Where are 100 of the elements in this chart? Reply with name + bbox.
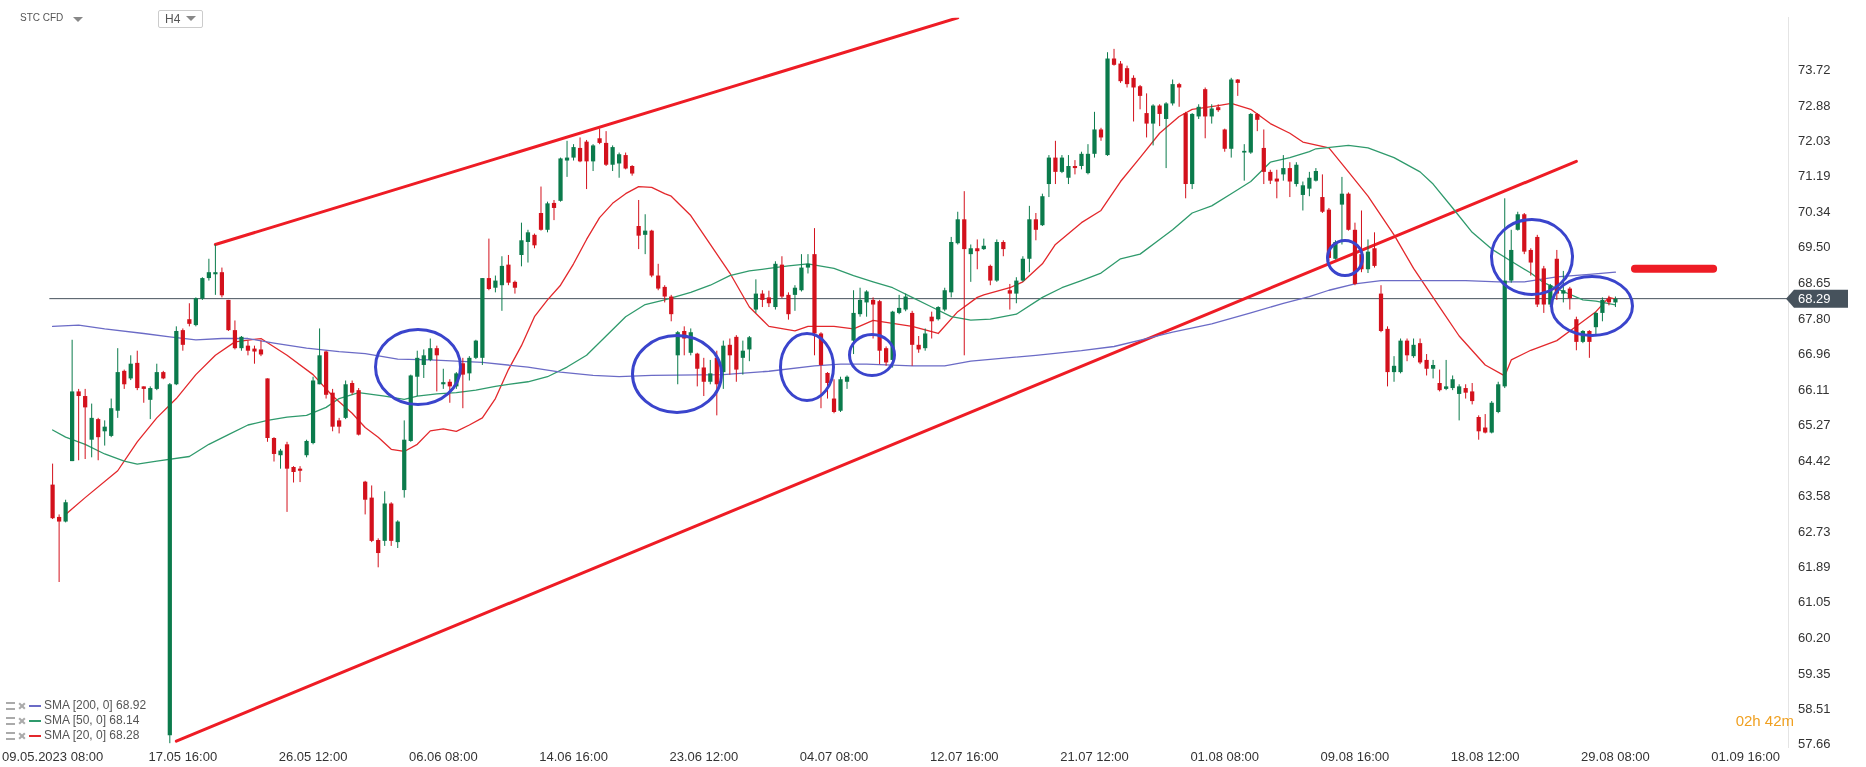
- annotation: STC CFD: [20, 12, 64, 23]
- candlestick: [1457, 383, 1462, 421]
- y-tick-label: 62.73: [1798, 523, 1831, 539]
- candlestick: [610, 144, 615, 172]
- x-tick-label: 26.05 12:00: [278, 748, 348, 764]
- candlestick: [486, 238, 492, 291]
- candlestick: [955, 211, 960, 245]
- candlestick: [206, 258, 211, 282]
- candlestick: [1600, 296, 1605, 322]
- y-tick-label: 64.42: [1798, 452, 1831, 468]
- legend-label: SMA [20, 0] 68.28: [44, 728, 140, 743]
- candlestick: [975, 238, 980, 270]
- candlestick: [577, 136, 583, 163]
- x-tick-label: 23.06 12:00: [669, 748, 739, 764]
- y-tick-label: 66.11: [1798, 381, 1830, 397]
- candlestick: [415, 350, 420, 397]
- candlestick: [519, 222, 524, 267]
- y-tick-label: 68.65: [1798, 275, 1831, 291]
- candlestick: [1131, 74, 1136, 122]
- y-tick-label: 65.27: [1798, 417, 1831, 432]
- candlestick: [695, 352, 700, 387]
- candlestick: [128, 354, 133, 381]
- candlestick: [245, 340, 251, 356]
- candlestick: [584, 139, 589, 190]
- y-tick-label: 59.35: [1798, 665, 1831, 681]
- candlestick: [213, 243, 218, 296]
- candlestick: [1242, 143, 1247, 182]
- x-tick-label: 09.05.2023 08:00: [1, 748, 104, 764]
- candlestick: [1170, 79, 1175, 107]
- candlestick: [1274, 169, 1279, 199]
- x-tick-label: 09.08 16:00: [1320, 748, 1390, 764]
- candlestick: [395, 519, 400, 549]
- y-tick-label: 61.89: [1798, 558, 1831, 574]
- y-tick-label: 67.80: [1798, 310, 1831, 326]
- candlestick: [857, 287, 863, 318]
- candlestick: [669, 294, 674, 322]
- candlestick: [1014, 276, 1019, 304]
- candlestick: [1307, 171, 1312, 197]
- candlestick: [968, 243, 973, 283]
- candlestick: [740, 340, 745, 376]
- y-tick-label: 63.58: [1798, 487, 1831, 503]
- candlestick: [656, 263, 661, 291]
- x-tick-label: 06.06 08:00: [408, 748, 478, 764]
- candlestick: [1444, 359, 1449, 391]
- candlestick: [1294, 161, 1299, 188]
- candlestick: [434, 345, 439, 392]
- candlestick: [708, 359, 713, 385]
- candlestick: [1287, 161, 1292, 198]
- candlestick: [1430, 359, 1436, 379]
- candlestick: [76, 388, 81, 461]
- legend-label: SMA [50, 0] 68.14: [44, 713, 140, 728]
- y-tick-label: 71.19: [1798, 168, 1831, 184]
- candlestick: [1424, 353, 1429, 376]
- candlestick: [1157, 103, 1162, 127]
- candlestick: [1300, 181, 1305, 211]
- candlestick: [148, 385, 153, 420]
- candlestick: [1404, 338, 1410, 362]
- candlestick: [1365, 238, 1371, 274]
- candlestick: [844, 374, 850, 390]
- candlestick: [499, 255, 505, 312]
- candlestick: [1118, 60, 1123, 84]
- candlestick: [271, 436, 277, 463]
- y-tick-label: 69.50: [1798, 239, 1831, 255]
- candlestick: [870, 296, 876, 340]
- candlestick: [525, 229, 531, 264]
- candlestick: [727, 338, 732, 376]
- candlestick: [792, 284, 798, 312]
- candlestick: [1528, 247, 1533, 277]
- y-tick-label: 72.03: [1798, 133, 1831, 149]
- candlestick: [1470, 382, 1475, 405]
- candlestick: [786, 291, 791, 321]
- x-tick-label: 12.07 16:00: [929, 748, 999, 764]
- candlestick: [219, 267, 225, 298]
- candlestick: [506, 254, 511, 286]
- candlestick: [590, 143, 596, 172]
- candlestick: [258, 340, 264, 357]
- y-tick-label: 70.34: [1798, 204, 1831, 220]
- candlestick: [1593, 311, 1599, 337]
- candlestick: [747, 335, 752, 362]
- candlestick: [538, 186, 544, 232]
- y-tick-label: 57.66: [1798, 736, 1831, 752]
- candlestick: [252, 345, 257, 365]
- x-tick-label: 01.09 16:00: [1711, 748, 1781, 764]
- candlestick: [864, 289, 869, 318]
- annotation: 02h 42m: [1735, 712, 1794, 729]
- x-tick-label: 01.08 08:00: [1190, 748, 1260, 764]
- candlestick: [473, 339, 478, 360]
- x-tick-label: 14.06 16:00: [539, 748, 608, 764]
- candlestick: [154, 363, 159, 391]
- candlestick: [551, 199, 557, 221]
- candlestick: [1411, 338, 1416, 359]
- candlestick: [799, 253, 804, 293]
- candlestick: [200, 276, 205, 301]
- candlestick: [96, 417, 101, 461]
- candlestick: [421, 348, 426, 379]
- candlestick: [831, 378, 837, 414]
- x-tick-label: 21.07 12:00: [1060, 748, 1129, 764]
- candlestick: [512, 280, 518, 295]
- candlestick: [428, 338, 433, 362]
- y-tick-label: 72.88: [1798, 97, 1831, 113]
